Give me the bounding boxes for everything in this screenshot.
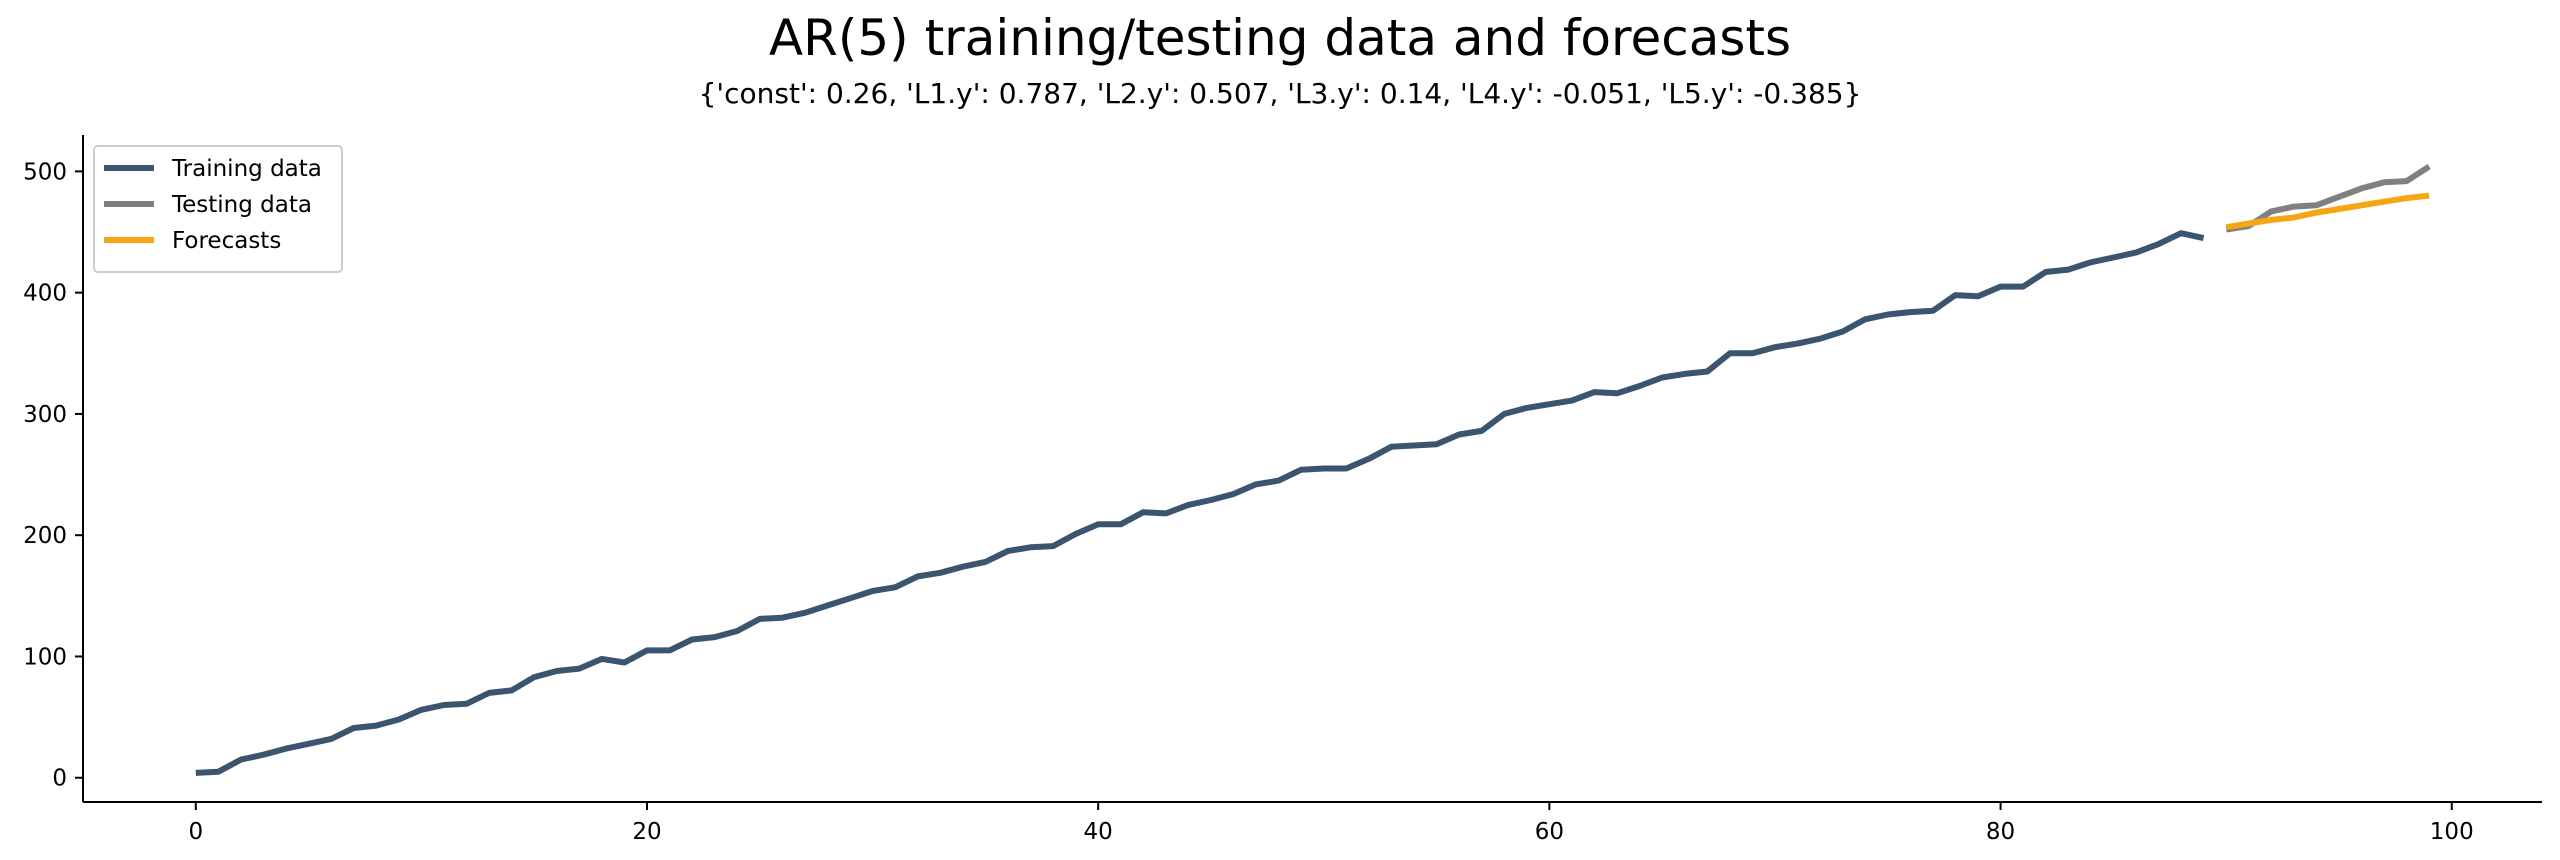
legend-box [93,145,343,273]
x-tick-label: 20 [632,819,661,845]
y-tick-label: 100 [23,644,67,670]
y-tick-label: 0 [52,766,67,792]
y-tick-label: 300 [23,402,67,428]
y-tick-label: 500 [23,159,67,185]
series-line-forecasts [2225,192,2430,231]
series-line-training-data [195,230,2205,776]
chart-subtitle: {'const': 0.26, 'L1.y': 0.787, 'L2.y': 0… [698,77,1862,110]
legend-label-testing-data: Testing data [171,192,312,218]
series-layer [195,163,2431,776]
axes-layer [82,135,2542,803]
legend: Training data Testing data Forecasts [93,145,343,273]
chart-title: AR(5) training/testing data and forecast… [768,9,1792,67]
x-tick-label: 60 [1535,819,1564,845]
legend-label-forecasts: Forecasts [172,228,281,254]
x-tick-label: 0 [188,819,203,845]
y-tick-label: 200 [23,523,67,549]
ticks-layer: 0 20 40 60 80 100 0 100 200 300 400 500 [23,159,2474,845]
x-tick-label: 80 [1986,819,2015,845]
legend-label-training-data: Training data [171,156,322,182]
x-tick-label: 100 [2430,819,2474,845]
x-tick-label: 40 [1084,819,1113,845]
y-tick-label: 400 [23,281,67,307]
